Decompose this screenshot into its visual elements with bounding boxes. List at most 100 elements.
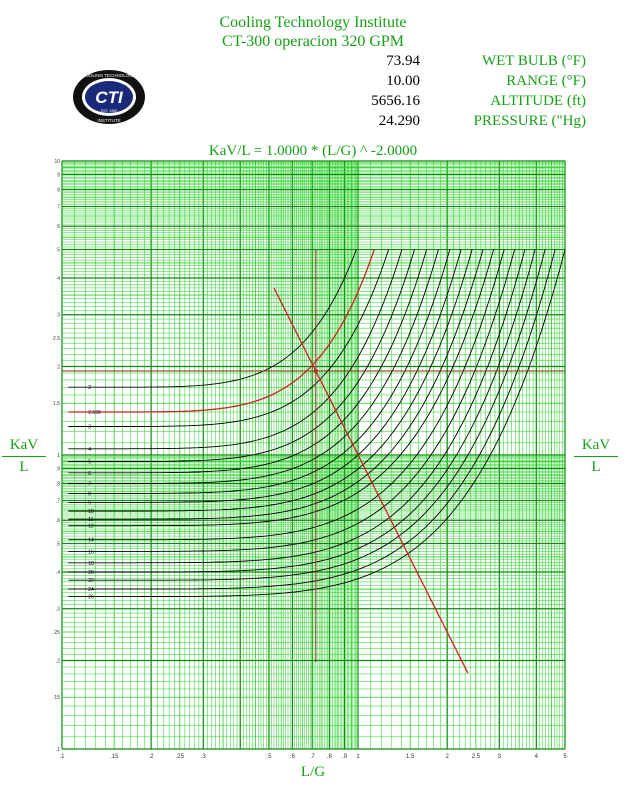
x-tick-label: 2	[446, 754, 450, 760]
y-tick-label: 7	[57, 205, 60, 211]
approach-curve-label: 24	[88, 587, 94, 593]
approach-curve-label: 10	[88, 509, 94, 515]
approach-curve-label: 5	[88, 460, 91, 466]
x-tick-label: .25	[176, 754, 185, 760]
chart-subtitle: CT-300 operacion 320 GPM	[221, 33, 405, 50]
y-tick-label: .25	[53, 630, 60, 636]
y-tick-label: .8	[56, 481, 60, 487]
y-axis-label-right-top: KaV	[574, 437, 618, 457]
approach-curve	[68, 249, 390, 427]
y-tick-label: 8	[57, 187, 60, 193]
approach-curve	[68, 249, 546, 581]
approach-curve-label: 22	[88, 578, 94, 584]
approach-curve-label: 14	[88, 538, 94, 544]
approach-curve	[68, 249, 495, 527]
approach-curve	[68, 249, 451, 494]
x-tick-label: 2.5	[472, 754, 481, 760]
x-tick-label: .5	[266, 754, 272, 760]
range-value: 10.00	[386, 73, 420, 89]
approach-curve	[68, 249, 403, 450]
approach-curve-label: 9	[88, 500, 91, 506]
y-tick-label: .1	[56, 747, 60, 753]
x-tick-label: .1	[59, 754, 65, 760]
y-tick-label: .4	[56, 570, 60, 576]
approach-curve-label: 18	[88, 561, 94, 567]
x-tick-label: 1.5	[406, 754, 415, 760]
operating-point-marker	[313, 369, 318, 374]
y-tick-label: .3	[56, 607, 60, 613]
x-tick-label: .15	[110, 754, 119, 760]
approach-curve	[68, 249, 526, 564]
approach-curve	[68, 249, 428, 474]
approach-curve	[68, 249, 566, 598]
approach-curve-label: 4	[88, 447, 91, 453]
range-label: RANGE (°F)	[506, 73, 586, 89]
x-tick-label: .6	[290, 754, 296, 760]
approach-curve-label: 3	[88, 425, 91, 431]
approach-curve-label: 20	[88, 570, 94, 576]
x-tick-label: .7	[310, 754, 316, 760]
chart-title: KaV/L = 1.0000 * (L/G) ^ -2.0000	[208, 143, 418, 159]
x-axis-label: L/G	[300, 764, 326, 780]
x-tick-label: .9	[342, 754, 348, 760]
logo-ring-mid: EST. 1950	[101, 109, 117, 113]
approach-curve	[68, 249, 505, 541]
pressure-value: 24.290	[378, 113, 420, 129]
y-tick-label: .5	[56, 542, 60, 548]
y-tick-label: 4	[57, 276, 60, 282]
y-axis-label-left-bottom: L	[19, 459, 29, 475]
y-tick-label: 2.5	[53, 336, 60, 342]
y-tick-label: 2	[57, 364, 60, 370]
approach-curve	[68, 249, 357, 388]
y-tick-label: 6	[57, 224, 60, 230]
cti-logo: CTI COOLING TECHNOLOGY INSTITUTE EST. 19…	[73, 70, 145, 124]
y-tick-label: 1	[57, 453, 60, 459]
y-tick-label: 10	[54, 159, 60, 165]
altitude-label: ALTITUDE (ft)	[490, 93, 586, 109]
y-axis-label-right: KaV L	[574, 437, 618, 476]
approach-curve-label: 11	[88, 517, 93, 523]
y-tick-label: 3	[57, 313, 60, 319]
x-tick-label: .8	[327, 754, 333, 760]
logo-ring-top: COOLING TECHNOLOGY	[82, 73, 135, 78]
y-axis-label-left-top: KaV	[2, 437, 46, 457]
y-tick-label: .6	[56, 518, 60, 524]
approach-curve-label: 2.599	[88, 410, 101, 416]
logo-text: CTI	[95, 88, 124, 107]
x-tick-label: .2	[149, 754, 155, 760]
approach-curve-label: 26	[88, 595, 94, 601]
x-tick-label: 5	[563, 754, 567, 760]
wet-bulb-label: WET BULB (°F)	[481, 53, 586, 69]
y-tick-label: 9	[57, 172, 60, 178]
y-tick-label: .7	[56, 499, 60, 505]
approach-curve-label: 2	[88, 385, 91, 391]
approach-curve	[68, 249, 556, 590]
y-tick-label: 5	[57, 248, 60, 254]
approach-curve	[68, 249, 375, 413]
approach-curve-label: 6	[88, 471, 91, 477]
approach-curve	[68, 249, 473, 512]
approach-curve-label: 7	[88, 481, 91, 487]
approach-curve	[68, 249, 536, 573]
y-tick-label: .15	[53, 695, 60, 701]
approach-curve	[68, 249, 484, 520]
y-tick-label: 1.5	[53, 401, 60, 407]
approach-curve-label: 8	[88, 491, 91, 497]
x-tick-label: 1	[356, 754, 360, 760]
x-tick-label: .3	[201, 754, 207, 760]
approach-curve	[68, 249, 516, 552]
characteristic-line	[273, 287, 469, 674]
approach-curve-label: 16	[88, 549, 94, 555]
logo-ring-bottom: INSTITUTE	[97, 118, 120, 123]
y-axis-label-left: KaV L	[2, 437, 46, 476]
altitude-value: 5656.16	[371, 93, 420, 109]
org-title: Cooling Technology Institute	[219, 14, 407, 31]
approach-curve-label: 12	[88, 524, 94, 530]
y-tick-label: .2	[56, 658, 60, 664]
approach-curve	[68, 249, 415, 462]
x-tick-label: 3	[498, 754, 502, 760]
x-tick-label: 4	[535, 754, 539, 760]
pressure-label: PRESSURE ("Hg)	[473, 113, 586, 129]
approach-curve	[68, 249, 439, 484]
